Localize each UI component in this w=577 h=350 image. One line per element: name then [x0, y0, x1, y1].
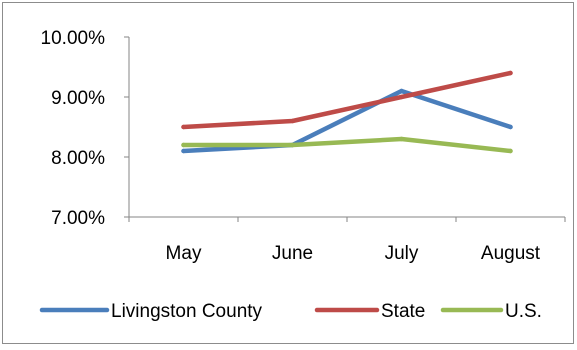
data-point	[508, 70, 513, 76]
x-axis: May June July August	[128, 216, 566, 264]
data-point	[290, 142, 295, 148]
series-line-0	[181, 88, 513, 154]
legend-label-0: Livingston County	[111, 301, 263, 322]
y-tick-label: 8.00%	[51, 148, 105, 169]
x-tick-label: August	[481, 243, 541, 264]
y-axis: 7.00% 8.00% 9.00% 10.00%	[41, 28, 130, 229]
data-point	[508, 148, 513, 154]
line-chart: 7.00%8.00%9.00%10.00% May June July August …	[39, 28, 566, 322]
legend-label-2: U.S.	[505, 301, 542, 322]
chart-frame: 7.00% 8.00% 9.00% 10.00% May June July August …	[2, 2, 574, 344]
series-line-2	[181, 136, 513, 154]
legend-label-1: State	[381, 301, 425, 322]
series-line-1	[181, 70, 513, 130]
y-tick-label: 9.00%	[51, 88, 105, 109]
x-tick-label: June	[272, 243, 313, 264]
data-point	[181, 124, 186, 130]
data-point	[399, 88, 404, 94]
data-point	[181, 142, 186, 148]
data-point	[508, 124, 513, 130]
data-point	[399, 136, 404, 142]
y-tick-label: 10.00%	[41, 28, 106, 49]
y-tick-label: 7.00%	[51, 208, 105, 229]
data-point	[399, 94, 404, 100]
series-lines	[181, 70, 513, 154]
data-point	[290, 118, 295, 124]
data-point	[181, 148, 186, 154]
x-tick-label: May	[166, 243, 202, 264]
legend: Livingston County State U.S.	[39, 301, 542, 322]
x-tick-label: July	[385, 243, 419, 264]
